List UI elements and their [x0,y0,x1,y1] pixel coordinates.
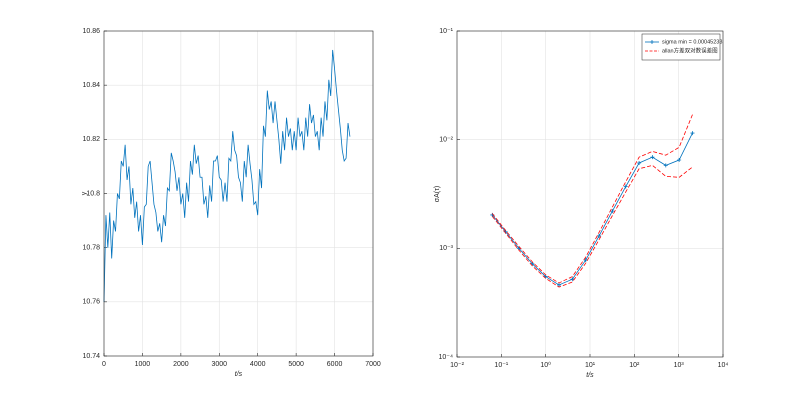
x-tick-label: 10⁻² [450,362,464,369]
axes: 10⁻² 10⁻¹ 10⁰ 10¹ 10² 10³ 10⁴ 10⁻⁴ 10⁻³ 10⁻² 10⁻¹ t… [434,28,729,379]
x-tick-label: 6000 [327,361,343,368]
marker [623,184,628,189]
y-tick-label: 10⁻³ [439,245,453,252]
legend-label: sigma min = 0.00045233 [662,39,722,45]
marker [637,160,642,165]
legend-label: allan方差双对数误差图 [662,46,718,54]
series-line [491,164,693,288]
marker [557,282,562,287]
y-axis-label: y [81,191,88,195]
x-tick-label: 10¹ [585,362,596,369]
marker [597,233,602,238]
x-tick-label: 4000 [250,361,266,368]
x-tick-label: 10² [629,362,640,369]
y-tick-label: 10.86 [82,28,100,35]
x-tick-label: 7000 [365,361,381,368]
y-tick-label: 10.82 [82,136,100,143]
x-tick-label: 1000 [135,361,151,368]
x-tick-label: 10⁻¹ [494,362,508,369]
axes-box [456,30,724,358]
y-tick-label: 10.84 [82,82,100,89]
series-line [491,114,693,284]
y-tick-label: 10.74 [82,353,100,360]
y-tick-label: 10.76 [82,299,100,306]
legend-box [641,33,721,61]
x-axis-label: t/s [235,371,243,378]
x-tick-label: 10⁰ [540,361,551,369]
y-tick-label: 10⁻⁴ [439,354,454,361]
y-tick-label: 10.78 [82,245,100,252]
y-tick-label: 10⁻² [439,137,453,144]
y-axis-label: σA(τ) [434,186,441,202]
series-line [491,132,693,286]
marker [570,277,575,282]
marker [690,131,695,136]
x-tick-label: 3000 [211,361,227,368]
series-line [103,49,351,302]
y-tick-label: 10.8 [86,190,100,197]
x-tick-label: 10⁴ [718,362,729,369]
marker [650,155,655,160]
x-tick-label: 5000 [288,361,304,368]
marker [610,209,615,214]
axes: 0 1000 2000 3000 4000 5000 6000 7000 10.74 10.76 1… [81,28,381,378]
x-tick-label: 10³ [674,362,685,369]
y-tick-label: 10⁻¹ [439,28,453,35]
marker [663,163,668,168]
axes-box [103,30,374,357]
x-tick-label: 2000 [173,361,189,368]
x-tick-label: 0 [102,361,106,368]
x-axis-label: t/s [586,372,594,379]
legend-marker [650,40,654,44]
marker [677,157,682,162]
